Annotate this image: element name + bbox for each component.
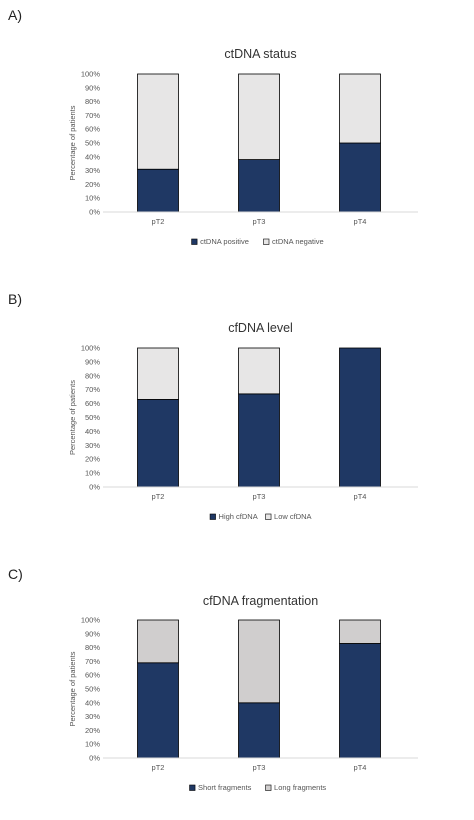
y-tick-label: 50%	[85, 413, 100, 422]
chart-panel-3: C) cfDNA fragmentation 0% 10% 20% 30% 40% 50% 60…	[8, 566, 418, 792]
y-axis-label: Percentage of patients	[68, 105, 77, 180]
legend-swatch	[209, 513, 216, 520]
panel-label: C)	[8, 566, 23, 582]
y-tick-label: 90%	[85, 357, 100, 366]
y-tick-label: 80%	[85, 97, 100, 106]
y-tick-label: 40%	[85, 698, 100, 707]
x-category-label: pT4	[354, 217, 367, 226]
y-tick-label: 40%	[85, 152, 100, 161]
chart-title: cfDNA level	[228, 321, 293, 335]
x-category-label: pT3	[253, 763, 266, 772]
y-tick-label: 70%	[85, 657, 100, 666]
x-category-label: pT2	[152, 217, 165, 226]
bar-pt3-series-2	[238, 347, 280, 395]
legend-label: Long fragments	[274, 783, 326, 792]
panel-label: A)	[8, 7, 22, 23]
bar-pt4-series-2	[339, 73, 381, 144]
panel-label: B)	[8, 291, 22, 307]
y-tick-label: 50%	[85, 139, 100, 148]
legend-swatch	[191, 238, 198, 245]
legend-label: Short fragments	[198, 783, 252, 792]
chart-title: ctDNA status	[224, 47, 296, 61]
x-category-label: pT2	[152, 763, 165, 772]
y-tick-label: 100%	[81, 70, 101, 79]
legend-swatch	[265, 784, 272, 791]
y-tick-label: 10%	[85, 740, 100, 749]
chart-panel-2: B) cfDNA level 0% 10% 20% 30% 40% 50% 60% 70% 80% 9…	[8, 291, 418, 521]
y-tick-label: 70%	[85, 385, 100, 394]
bar-pt4-series-1	[339, 142, 381, 213]
y-tick-label: 80%	[85, 643, 100, 652]
legend-swatch	[189, 784, 196, 791]
legend-label: ctDNA negative	[272, 237, 324, 246]
y-tick-label: 50%	[85, 685, 100, 694]
legend-label: ctDNA positive	[200, 237, 249, 246]
y-tick-label: 90%	[85, 83, 100, 92]
y-tick-label: 80%	[85, 371, 100, 380]
bar-pt2-series-1	[137, 168, 179, 213]
legend-swatch	[263, 238, 270, 245]
y-tick-label: 10%	[85, 469, 100, 478]
x-category-label: pT4	[354, 763, 367, 772]
y-tick-label: 0%	[89, 483, 100, 492]
bar-pt4-series-1	[339, 643, 381, 759]
y-tick-label: 20%	[85, 180, 100, 189]
bar-pt2-series-2	[137, 73, 179, 170]
bar-pt3-series-1	[238, 393, 280, 488]
x-category-label: pT3	[253, 492, 266, 501]
bar-pt2-series-2	[137, 347, 179, 400]
y-tick-label: 60%	[85, 671, 100, 680]
chart-title: cfDNA fragmentation	[203, 594, 318, 608]
chart-panel-1: A) ctDNA status 0% 10% 20% 30% 40% 50% 60% 70% 80%…	[8, 7, 418, 246]
bar-pt2-series-1	[137, 399, 179, 488]
y-tick-label: 60%	[85, 399, 100, 408]
bar-pt4-series-1	[339, 347, 381, 488]
bar-pt3-series-2	[238, 619, 280, 704]
legend-label: Low cfDNA	[274, 512, 312, 521]
bar-pt2-series-2	[137, 619, 179, 664]
bar-pt3-series-1	[238, 702, 280, 759]
y-tick-label: 30%	[85, 166, 100, 175]
y-tick-label: 30%	[85, 441, 100, 450]
y-tick-label: 90%	[85, 629, 100, 638]
bar-pt3-series-1	[238, 159, 280, 213]
y-tick-label: 30%	[85, 712, 100, 721]
y-tick-label: 0%	[89, 208, 100, 217]
legend-label: High cfDNA	[219, 512, 258, 521]
x-category-label: pT2	[152, 492, 165, 501]
y-tick-label: 10%	[85, 194, 100, 203]
y-tick-label: 20%	[85, 455, 100, 464]
y-tick-label: 100%	[81, 344, 101, 353]
y-tick-label: 40%	[85, 427, 100, 436]
y-axis-label: Percentage of patients	[68, 651, 77, 726]
y-axis-label: Percentage of patients	[68, 380, 77, 455]
bar-pt2-series-1	[137, 662, 179, 759]
x-category-label: pT3	[253, 217, 266, 226]
x-category-label: pT4	[354, 492, 367, 501]
y-tick-label: 0%	[89, 754, 100, 763]
y-tick-label: 70%	[85, 111, 100, 120]
y-tick-label: 100%	[81, 616, 101, 625]
bar-pt4-series-2	[339, 619, 381, 644]
y-tick-label: 20%	[85, 726, 100, 735]
bar-pt3-series-2	[238, 73, 280, 160]
y-tick-label: 60%	[85, 125, 100, 134]
legend-swatch	[265, 513, 272, 520]
